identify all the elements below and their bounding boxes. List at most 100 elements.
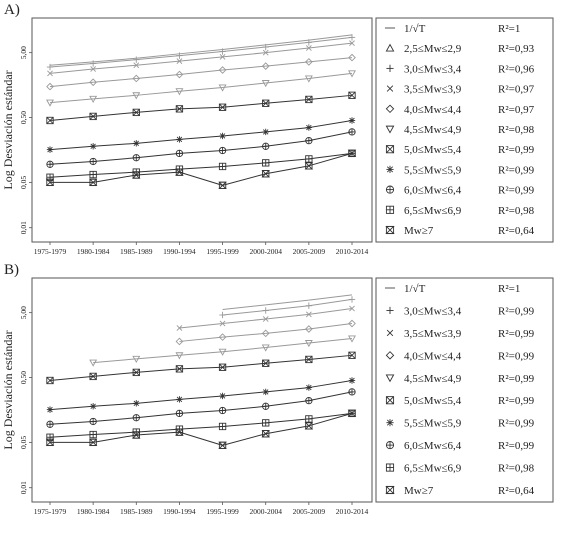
- data-point: [305, 58, 313, 66]
- legend-r2: R²=0,99: [498, 144, 535, 156]
- legend-label: 6,0≤Mw≤6,4: [404, 185, 462, 197]
- series-line-segment: [49, 68, 94, 74]
- data-point: [262, 316, 269, 322]
- series-line-segment: [265, 47, 309, 54]
- data-point: [175, 409, 184, 418]
- series-line-segment: [222, 433, 266, 446]
- series-line-segment: [222, 318, 266, 325]
- series-line-segment: [308, 152, 353, 167]
- series-line-segment: [265, 61, 309, 67]
- series-line-segment: [136, 138, 180, 144]
- data-point: [348, 70, 356, 78]
- legend-entry: 2,5≤Mw≤2,9 R²=0,93: [385, 43, 535, 55]
- legend-label: 4,0≤Mw≤4,4: [404, 104, 462, 116]
- series-line-segment: [49, 145, 94, 151]
- x-tick-label: 1980-1984: [77, 507, 110, 516]
- legend-label: 4,5≤Mw≤4,9: [404, 373, 462, 385]
- data-point: [348, 117, 356, 124]
- legend-marker: [385, 463, 395, 472]
- y-tick-label: 0,01: [19, 481, 28, 494]
- data-point: [218, 66, 227, 74]
- series-4: [47, 40, 355, 77]
- x-tick-label: 2010-2014: [336, 507, 369, 516]
- series-line-segment: [265, 98, 309, 104]
- data-point: [305, 155, 313, 163]
- data-point: [89, 60, 97, 67]
- data-point: [88, 438, 98, 447]
- data-point: [218, 181, 227, 189]
- data-point: [218, 348, 227, 356]
- legend-r2: R²=0,99: [498, 350, 535, 362]
- data-point: [304, 340, 313, 348]
- series-line-segment: [179, 351, 223, 356]
- legend-label: 3,0≤Mw≤3,4: [404, 305, 462, 317]
- data-point: [175, 105, 184, 113]
- y-tick-label: 5,00: [19, 306, 28, 319]
- series-line-segment: [222, 304, 266, 310]
- data-point: [89, 359, 98, 367]
- series-line-segment: [265, 140, 309, 147]
- data-point: [133, 62, 140, 69]
- data-point: [218, 363, 227, 371]
- y-tick-label: 0,01: [19, 221, 28, 234]
- data-point: [132, 74, 141, 83]
- series-line-segment: [265, 387, 309, 393]
- series-line-segment: [93, 57, 137, 63]
- data-point: [89, 403, 97, 410]
- x-tick-label: 1980-1984: [77, 247, 110, 256]
- series-line-segment: [265, 39, 309, 46]
- data-point: [262, 402, 270, 410]
- legend-label: 6,5≤Mw≤6,9: [404, 205, 462, 217]
- series-line-segment: [179, 323, 223, 329]
- legend-marker: [385, 205, 395, 214]
- series-line-segment: [49, 115, 94, 121]
- y-tick-label: 5,00: [19, 46, 28, 59]
- data-point: [348, 91, 356, 99]
- series-line-segment: [222, 46, 266, 53]
- data-point: [262, 99, 270, 107]
- legend-r2: R²=0,98: [498, 463, 535, 475]
- data-point: [262, 388, 269, 396]
- legend-r2: R²=0,98: [498, 205, 535, 217]
- series-line-segment: [49, 63, 94, 68]
- series-line-segment: [308, 298, 353, 307]
- legend-marker: [386, 165, 394, 173]
- series-line-segment: [49, 434, 94, 438]
- data-point: [261, 62, 270, 70]
- legend-r2: R²=0,64: [498, 225, 535, 237]
- legend-label: Mw≥7: [404, 485, 434, 497]
- legend-marker: [385, 125, 395, 134]
- data-point: [132, 108, 140, 117]
- legend-marker: [386, 419, 394, 427]
- legend-label: 6,0≤Mw≤6,4: [404, 440, 462, 452]
- series-line-segment: [136, 171, 180, 176]
- series-line-segment: [179, 425, 223, 430]
- series-line-segment: [308, 42, 353, 49]
- data-point: [176, 396, 183, 403]
- series-line-segment: [93, 64, 137, 70]
- series-line-segment: [265, 41, 309, 48]
- series-line-segment: [93, 111, 137, 117]
- series-line-segment: [49, 81, 94, 88]
- data-point: [304, 162, 314, 170]
- data-point: [46, 99, 54, 107]
- data-point: [175, 428, 184, 436]
- series-11: [45, 149, 357, 189]
- x-tick-label: 2010-2014: [336, 247, 369, 256]
- series-line-segment: [136, 53, 180, 59]
- legend-r2: R²=0,99: [498, 440, 535, 452]
- legend-marker: [385, 485, 395, 495]
- data-point: [219, 311, 226, 319]
- series-line-segment: [308, 391, 353, 402]
- legend-entry: 3,5≤Mw≤3,9 R²=0,99: [386, 328, 535, 340]
- data-point: [46, 63, 54, 71]
- data-point: [176, 325, 183, 331]
- x-tick-label: 1990-1994: [163, 507, 196, 516]
- series-line-segment: [222, 44, 266, 50]
- data-point: [46, 82, 54, 91]
- series-10: [45, 409, 357, 449]
- legend-label: 2,5≤Mw≤2,9: [404, 43, 462, 55]
- data-point: [89, 170, 97, 179]
- series-line-segment: [49, 375, 94, 381]
